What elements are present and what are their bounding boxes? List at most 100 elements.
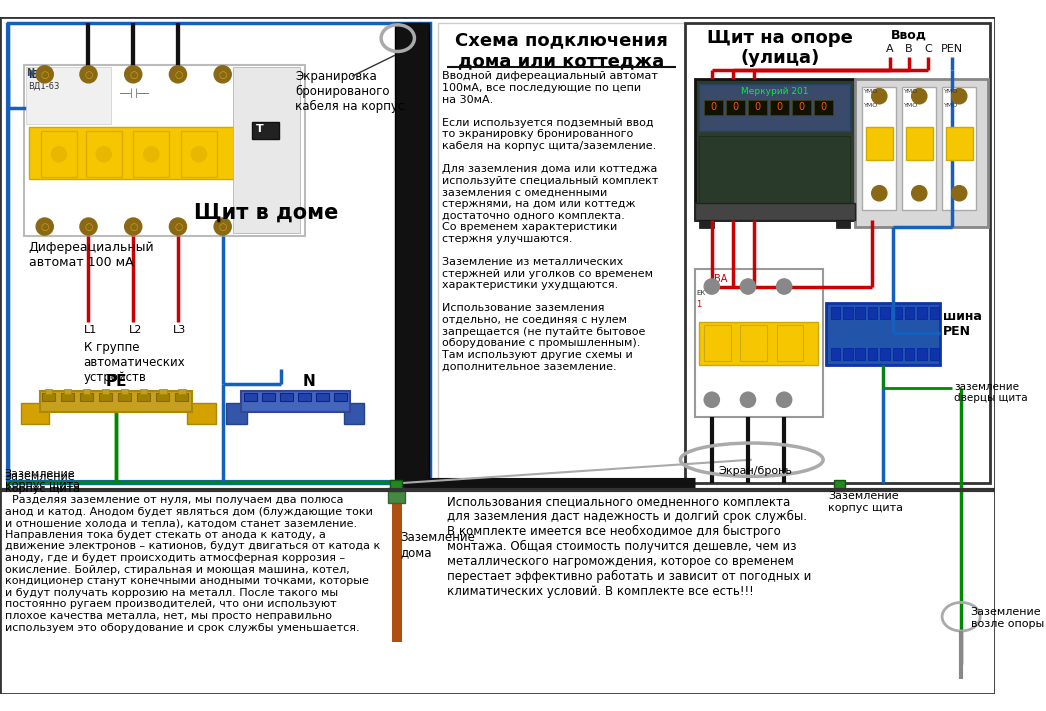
- Bar: [316, 393, 329, 401]
- Bar: [227, 402, 248, 424]
- Bar: [831, 307, 840, 319]
- Bar: [121, 390, 129, 394]
- Circle shape: [143, 146, 159, 162]
- Bar: [175, 393, 188, 401]
- Bar: [902, 87, 936, 210]
- Text: К группе
автоматических
устройств: К группе автоматических устройств: [84, 341, 185, 384]
- Bar: [24, 65, 304, 236]
- Text: 0: 0: [754, 102, 760, 112]
- Circle shape: [79, 65, 97, 83]
- Text: Щит на опоре
(улица): Щит на опоре (улица): [707, 28, 854, 68]
- Bar: [26, 67, 111, 124]
- Bar: [881, 348, 890, 360]
- Bar: [395, 23, 429, 483]
- Bar: [892, 307, 902, 319]
- Bar: [776, 325, 803, 360]
- Bar: [726, 100, 745, 115]
- Bar: [917, 307, 927, 319]
- Text: 1: 1: [697, 300, 702, 309]
- Text: Ввод: Ввод: [891, 28, 927, 42]
- Text: YMO: YMO: [904, 89, 918, 94]
- Bar: [881, 307, 890, 319]
- Bar: [437, 23, 685, 483]
- Bar: [695, 269, 823, 417]
- Text: 0: 0: [776, 102, 782, 112]
- Text: Заземление
дома: Заземление дома: [401, 531, 476, 559]
- Circle shape: [37, 218, 53, 235]
- Text: ──┤├──: ──┤├──: [119, 89, 149, 98]
- Bar: [42, 393, 55, 401]
- Bar: [241, 391, 350, 412]
- Text: ВД1-63: ВД1-63: [28, 82, 60, 91]
- Bar: [905, 307, 914, 319]
- Circle shape: [776, 392, 792, 407]
- Circle shape: [169, 65, 186, 83]
- Text: N: N: [26, 68, 33, 77]
- Bar: [866, 127, 892, 160]
- Text: ВА: ВА: [713, 274, 727, 284]
- Text: 0: 0: [732, 102, 738, 112]
- Text: L3: L3: [174, 325, 186, 335]
- Text: ○: ○: [85, 222, 93, 232]
- Bar: [704, 100, 723, 115]
- Bar: [392, 490, 402, 643]
- Text: шина
PEN: шина PEN: [943, 310, 982, 338]
- Text: PE: PE: [106, 374, 127, 389]
- Bar: [252, 122, 279, 139]
- Bar: [741, 325, 767, 360]
- Bar: [946, 127, 973, 160]
- Bar: [834, 480, 845, 491]
- Bar: [86, 132, 121, 177]
- Text: YMO: YMO: [864, 89, 879, 94]
- Text: Меркурий 201: Меркурий 201: [741, 87, 809, 96]
- Bar: [814, 100, 833, 115]
- Bar: [61, 393, 74, 401]
- Text: PEN: PEN: [940, 44, 962, 54]
- Text: Заземление
корпус щита: Заземление корпус щита: [827, 491, 903, 513]
- Bar: [178, 390, 185, 394]
- Circle shape: [169, 218, 186, 235]
- Circle shape: [741, 392, 755, 407]
- Text: ○: ○: [41, 70, 49, 80]
- Text: Схема подключения
дома или коттеджа: Схема подключения дома или коттеджа: [455, 31, 668, 70]
- Text: YMO: YMO: [943, 89, 958, 94]
- Bar: [83, 390, 90, 394]
- Circle shape: [214, 218, 231, 235]
- Bar: [118, 393, 132, 401]
- Text: ○: ○: [85, 70, 93, 80]
- Text: YMO: YMO: [943, 103, 958, 108]
- Bar: [700, 84, 849, 132]
- Text: 0: 0: [820, 102, 826, 112]
- Bar: [388, 488, 406, 503]
- Circle shape: [96, 146, 111, 162]
- Bar: [79, 393, 93, 401]
- Text: ○: ○: [174, 70, 183, 80]
- Text: Заземление
корпус щита: Заземление корпус щита: [5, 472, 79, 493]
- Text: 0: 0: [710, 102, 717, 112]
- Bar: [700, 136, 849, 213]
- Bar: [21, 402, 49, 424]
- Bar: [279, 393, 293, 401]
- Circle shape: [741, 279, 755, 294]
- Bar: [233, 67, 300, 233]
- Text: YMO: YMO: [864, 103, 879, 108]
- Bar: [792, 100, 811, 115]
- Text: ○: ○: [219, 222, 227, 232]
- Circle shape: [871, 186, 887, 201]
- Bar: [140, 390, 147, 394]
- Text: ○: ○: [130, 70, 138, 80]
- Bar: [334, 393, 347, 401]
- Text: Заземление
возле опоры: Заземление возле опоры: [971, 607, 1044, 629]
- Bar: [685, 23, 990, 483]
- Circle shape: [124, 65, 142, 83]
- Bar: [343, 402, 364, 424]
- Bar: [831, 348, 840, 360]
- Bar: [843, 348, 852, 360]
- Bar: [856, 307, 865, 319]
- Bar: [704, 325, 731, 360]
- Circle shape: [37, 65, 53, 83]
- Bar: [45, 390, 52, 394]
- Text: B: B: [905, 44, 912, 54]
- Bar: [836, 220, 849, 228]
- Text: YMO: YMO: [904, 103, 918, 108]
